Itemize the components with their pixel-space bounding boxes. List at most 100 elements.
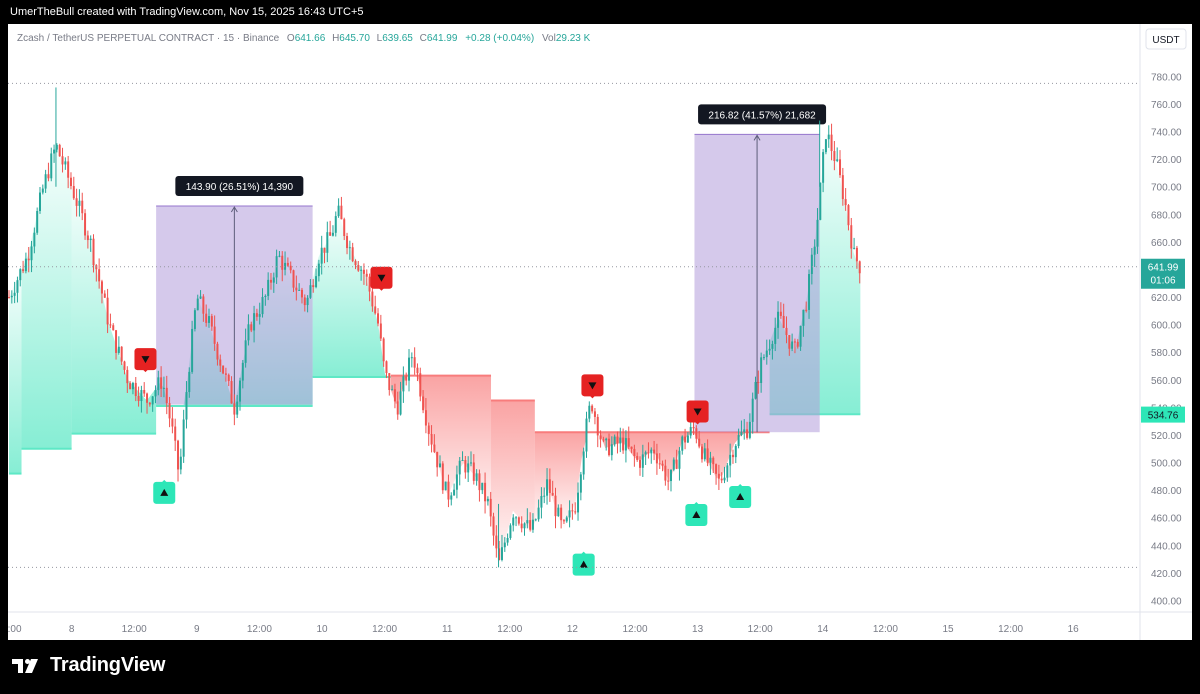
candle-body xyxy=(371,291,374,307)
candle-body xyxy=(847,205,850,226)
candle-body xyxy=(602,439,605,441)
candle-body xyxy=(754,381,757,399)
candle-body xyxy=(853,247,856,249)
candle-body xyxy=(388,373,391,391)
last-price-label: 641.99 xyxy=(1148,263,1179,274)
candle-body xyxy=(506,537,509,543)
candle-body xyxy=(422,396,425,411)
candle-body xyxy=(627,438,630,447)
candle-body xyxy=(774,327,777,344)
candle-body xyxy=(309,285,312,298)
bottom-bar: TradingView xyxy=(0,640,1200,694)
chart-panel[interactable]: 143.90 (26.51%) 14,390 216.82 (41.57%) 21… xyxy=(0,24,1192,640)
x-tick-label: 15 xyxy=(942,624,954,635)
legend-open: 641.66 xyxy=(295,33,326,44)
candle-body xyxy=(312,285,315,288)
candle-body xyxy=(593,411,596,417)
candle-body xyxy=(224,373,227,375)
candle-body xyxy=(157,377,160,391)
candle-body xyxy=(61,156,64,165)
x-tick-label: 14 xyxy=(817,624,829,635)
x-tick-label: 10 xyxy=(316,624,328,635)
candle-body xyxy=(269,279,272,283)
y-tick-label: 660.00 xyxy=(1151,238,1182,249)
signal-pointer xyxy=(160,479,169,484)
candle-body xyxy=(698,438,701,447)
candle-body xyxy=(253,313,256,331)
candle-body xyxy=(613,436,616,445)
candle-body xyxy=(675,459,678,469)
candle-body xyxy=(154,390,157,397)
x-tick-label: 12:00 xyxy=(122,624,147,635)
buy-signal-marker xyxy=(572,551,595,576)
measure-label-box xyxy=(698,104,827,125)
candle-body xyxy=(791,341,794,349)
legend-high: 645.70 xyxy=(339,33,370,44)
candle-body xyxy=(267,279,270,296)
candle-body xyxy=(515,517,518,519)
signal-pointer xyxy=(692,501,701,506)
down-triangle-icon xyxy=(377,274,386,282)
candle-body xyxy=(543,495,546,497)
candle-body xyxy=(850,225,853,249)
candle-body xyxy=(89,238,92,241)
candle-body xyxy=(160,377,163,389)
candle-body xyxy=(500,547,503,560)
candlestick-series xyxy=(8,87,861,568)
candle-body xyxy=(512,517,515,526)
candle-body xyxy=(534,519,537,521)
measurement-boxes[interactable]: 143.90 (26.51%) 14,390 216.82 (41.57%) 21… xyxy=(156,104,827,433)
candle-body xyxy=(264,295,267,297)
buy-signal-marker xyxy=(729,484,752,509)
candle-body xyxy=(441,463,444,491)
resistance-band xyxy=(491,400,535,566)
y-tick-label: 680.00 xyxy=(1151,210,1182,221)
candle-body xyxy=(678,450,681,469)
y-tick-label: 500.00 xyxy=(1151,459,1182,470)
candle-body xyxy=(461,460,464,462)
up-triangle-icon xyxy=(692,510,701,518)
candle-body xyxy=(546,479,549,496)
candle-body xyxy=(300,289,303,298)
candle-body xyxy=(374,306,377,314)
x-tick-label: 12:00 xyxy=(247,624,272,635)
candle-body xyxy=(734,445,737,458)
support-price-label: 534.76 xyxy=(1148,411,1179,422)
candle-body xyxy=(236,401,239,415)
candle-body xyxy=(672,459,675,470)
candle-body xyxy=(38,192,41,212)
signal-pointer xyxy=(588,394,597,399)
candle-body xyxy=(751,398,754,422)
candle-body xyxy=(27,258,30,261)
y-tick-label: 740.00 xyxy=(1151,128,1182,139)
candle-body xyxy=(793,341,796,343)
y-tick-label: 480.00 xyxy=(1151,486,1182,497)
candle-body xyxy=(582,451,585,475)
y-tick-label: 420.00 xyxy=(1151,569,1182,580)
candle-body xyxy=(115,330,118,353)
support-band xyxy=(9,269,22,474)
candle-body xyxy=(489,498,492,517)
brand: TradingView xyxy=(12,654,165,677)
candle-body xyxy=(168,403,171,419)
candle-body xyxy=(858,261,861,274)
candle-body xyxy=(295,287,298,291)
currency-button[interactable]: USDT xyxy=(1145,28,1187,50)
candle-body xyxy=(368,276,371,292)
candle-body xyxy=(292,270,295,288)
candle-body xyxy=(16,280,19,293)
candle-body xyxy=(596,416,599,436)
candle-body xyxy=(72,186,75,199)
candle-body xyxy=(179,456,182,470)
candle-body xyxy=(644,452,647,455)
resistance-band xyxy=(390,375,492,523)
candle-body xyxy=(98,269,101,282)
legend-change: +0.28 (+0.04%) xyxy=(465,33,534,44)
candle-body xyxy=(467,463,470,473)
candle-body xyxy=(450,495,453,500)
x-tick-label: 12:00 xyxy=(497,624,522,635)
price-chart[interactable]: 143.90 (26.51%) 14,390 216.82 (41.57%) 21… xyxy=(0,24,1192,640)
candle-body xyxy=(13,292,16,296)
candle-body xyxy=(484,482,487,502)
candle-body xyxy=(331,232,334,236)
